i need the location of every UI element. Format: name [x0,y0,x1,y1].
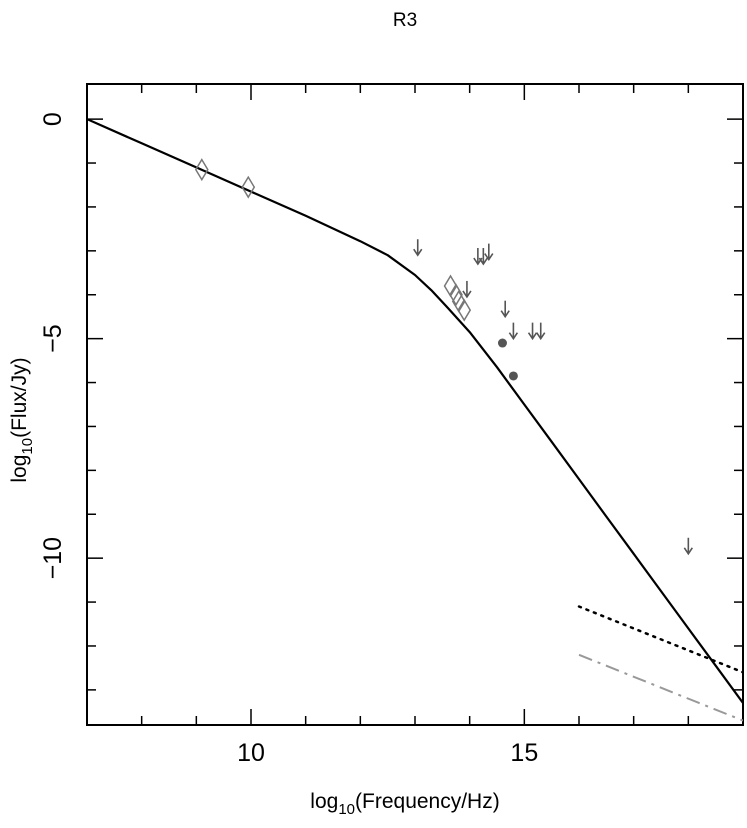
y-axis-label-prefix: log [8,455,31,483]
svg-text:log10(Frequency/Hz): log10(Frequency/Hz) [310,790,499,818]
x-axis-label-suffix: (Frequency/Hz) [355,790,500,813]
plot-frame [86,83,744,726]
upper-limit-arrow-1 [473,248,483,266]
y-axis-label-subscript: 10 [19,438,36,455]
upper-limit-arrow-5 [500,300,510,319]
upper-limit-arrow-2 [478,248,488,266]
upper-limit-arrow-head [484,253,494,262]
plot-area: 10 15 0 −5 −10 [39,83,744,767]
y-tick-label-group-1: −5 [39,324,67,353]
y-tick-label-0: 0 [39,112,67,126]
plot-series-layer [87,118,743,722]
upper-limit-arrow-0 [413,239,423,257]
upper-limit-arrow-8 [536,322,546,341]
chart-title: R3 [393,10,417,31]
y-axis-label-suffix: (Flux/Jy) [8,357,31,438]
y-tick-label-group-0: 0 [39,112,67,126]
upper-limit-arrow-3 [484,243,494,262]
x-tick-label-0: 10 [237,739,265,767]
svg-text:log10(Flux/Jy): log10(Flux/Jy) [8,357,36,482]
diamond-marker-5 [457,298,472,322]
y-tick-label-2: −10 [39,537,67,579]
x-tick-label-1: 15 [510,739,538,767]
upper-limit-arrow-head [683,547,693,556]
dotted-line-1 [577,605,743,674]
x-axis-label-prefix: log [310,790,338,813]
filled-circle-marker-0 [497,338,507,348]
upper-limit-arrow-7 [527,322,538,341]
diamond-marker-3 [449,283,463,307]
filled-circle-marker-1 [508,371,518,381]
upper-limit-arrow-head [478,257,488,266]
upper-limit-arrow-head [527,332,538,341]
upper-limit-arrow-head [462,290,472,299]
x-axis-label: log10(Frequency/Hz) [310,790,499,818]
upper-limit-arrow-head [413,248,423,257]
y-axis-label: log10(Flux/Jy) [8,357,36,482]
y-tick-label-1: −5 [39,324,67,353]
x-axis-label-subscript: 10 [338,801,355,818]
diamond-marker-1 [241,175,256,199]
diamond-marker-0 [194,158,209,182]
y-tick-label-group-2: −10 [39,537,67,579]
upper-limit-arrow-head [536,332,546,341]
upper-limit-arrow-head [500,310,510,319]
upper-limit-arrow-head [508,332,519,341]
upper-limit-arrow-4 [462,280,472,299]
solid-line-0 [87,118,743,704]
upper-limit-arrow-9 [683,537,693,556]
dash-dot-line-2 [578,653,743,722]
upper-limit-arrow-6 [508,322,519,341]
